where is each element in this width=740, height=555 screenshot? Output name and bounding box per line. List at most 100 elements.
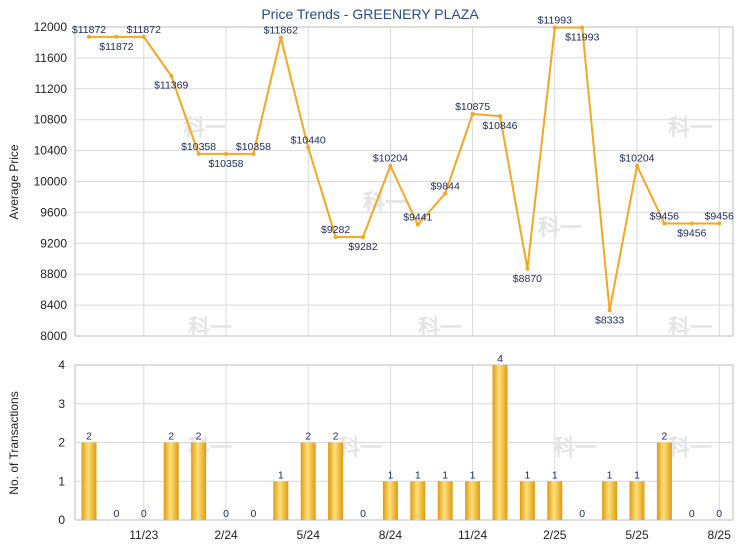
transaction-count-label: 1: [387, 469, 393, 481]
transaction-bar: [300, 442, 316, 520]
price-point: [196, 151, 201, 156]
transactions-y-tick: 2: [58, 436, 65, 450]
price-data-label: $10358: [236, 141, 271, 153]
price-data-label: $10440: [291, 135, 326, 147]
transaction-count-label: 1: [607, 469, 613, 481]
price-point: [525, 266, 530, 271]
price-y-tick: 8000: [40, 329, 67, 343]
price-data-label: $9282: [321, 224, 350, 236]
price-point: [635, 163, 639, 168]
transaction-count-label: 1: [634, 469, 640, 481]
transaction-count-label: 2: [661, 431, 667, 443]
watermark: 科一: [363, 190, 407, 215]
transaction-count-label: 1: [278, 469, 284, 481]
transaction-count-label: 2: [86, 431, 92, 443]
price-point: [388, 163, 393, 168]
transaction-count-label: 2: [196, 431, 202, 443]
price-data-label: $10204: [619, 153, 654, 165]
transaction-count-label: 0: [223, 508, 229, 520]
price-point: [607, 308, 612, 313]
price-data-label: $9456: [705, 211, 734, 223]
price-point: [689, 221, 694, 226]
price-data-label: $11369: [154, 80, 188, 92]
watermark: 科一: [418, 315, 462, 340]
x-tick-label: 8/24: [379, 528, 403, 542]
price-y-tick: 9600: [40, 205, 67, 219]
price-data-label: $11862: [264, 25, 298, 37]
price-data-label: $11872: [72, 24, 106, 36]
watermark: 科一: [668, 435, 712, 460]
transaction-count-label: 2: [305, 431, 311, 443]
price-point: [361, 234, 365, 239]
price-data-label: $8333: [595, 314, 624, 326]
transaction-count-label: 1: [442, 469, 448, 481]
transaction-count-label: 0: [360, 508, 366, 520]
price-y-tick: 8800: [40, 267, 67, 281]
price-y-tick: 10000: [34, 175, 68, 189]
transaction-bar: [519, 481, 535, 520]
transaction-count-label: 2: [168, 431, 174, 443]
price-point: [224, 151, 228, 156]
transaction-bar: [382, 481, 398, 520]
transaction-count-label: 1: [470, 469, 476, 481]
transaction-bar: [410, 481, 426, 520]
price-point: [306, 145, 311, 150]
price-y-tick: 11200: [35, 82, 68, 96]
transaction-bar: [81, 442, 97, 520]
price-data-label: $9282: [348, 241, 377, 253]
transaction-bar: [492, 365, 508, 520]
price-point: [141, 34, 146, 39]
price-line-panel: 8000 8400 8800 9200 9600 10000 10400 10800 11200…: [34, 15, 734, 343]
price-data-label: $10204: [373, 153, 408, 165]
transaction-bar: [547, 481, 563, 520]
transaction-count-label: 0: [113, 508, 119, 520]
transaction-count-label: 0: [250, 508, 256, 520]
price-y-tick: 9200: [40, 236, 67, 250]
price-point: [251, 151, 256, 156]
x-tick-label: 11/24: [458, 528, 487, 542]
transactions-y-axis-label: No. of Transactions: [7, 391, 21, 494]
transaction-count-label: 0: [716, 508, 722, 520]
price-point: [498, 114, 502, 119]
x-tick-label: 11/23: [129, 528, 158, 542]
price-data-label: $11872: [127, 24, 161, 36]
price-data-label: $10846: [482, 120, 517, 132]
price-plot-frame: [74, 26, 734, 337]
price-y-tick: 10800: [34, 113, 68, 127]
price-data-label: $9844: [431, 181, 460, 193]
transaction-count-label: 1: [415, 469, 421, 481]
price-point: [415, 222, 420, 227]
price-point: [278, 35, 283, 40]
price-point: [580, 25, 585, 30]
price-y-tick: 8400: [40, 298, 67, 312]
transaction-count-label: 4: [497, 353, 503, 365]
watermark: 科一: [338, 435, 382, 460]
watermark: 科一: [538, 215, 582, 240]
price-point: [169, 73, 174, 78]
transaction-count-label: 1: [524, 469, 530, 481]
transaction-bar: [273, 481, 289, 520]
transaction-bar: [629, 481, 645, 520]
transactions-y-tick: 3: [58, 397, 65, 411]
transaction-bar: [656, 442, 672, 520]
price-point: [662, 221, 667, 226]
transaction-bar: [437, 481, 453, 520]
x-tick-label: 2/25: [543, 528, 567, 542]
price-data-label: $11872: [99, 41, 133, 53]
watermark: 科一: [668, 115, 712, 140]
transaction-bar: [465, 481, 481, 520]
price-point: [443, 191, 448, 196]
x-tick-label: 5/24: [297, 528, 321, 542]
price-data-label: $9456: [677, 228, 706, 240]
price-point: [87, 34, 91, 39]
transaction-count-label: 0: [141, 508, 147, 520]
watermark: 科一: [668, 315, 712, 340]
price-series-line: [89, 26, 720, 311]
transaction-bar: [328, 442, 344, 520]
chart-title: Price Trends - GREENERY PLAZA: [261, 6, 479, 22]
transaction-bar: [163, 442, 179, 520]
price-data-label: $10358: [208, 158, 243, 170]
transactions-plot-frame: [74, 364, 734, 521]
